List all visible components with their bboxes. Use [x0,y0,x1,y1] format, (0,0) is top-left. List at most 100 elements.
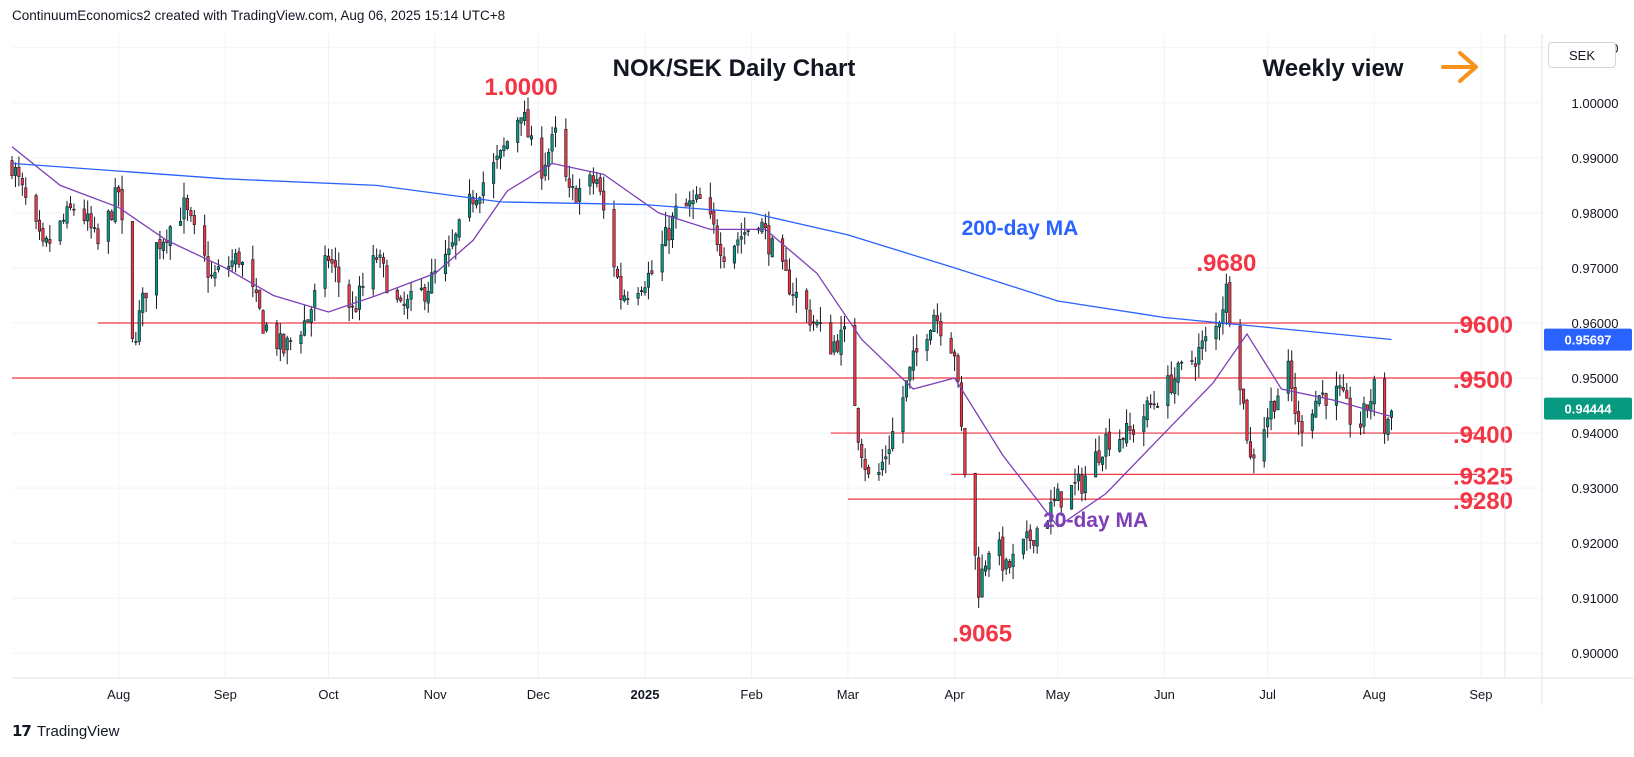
candle-down [1131,429,1136,435]
candle-up [691,200,695,205]
candle-up [113,187,117,222]
candle-up [743,232,747,235]
candle-up [495,155,499,160]
candle-up [1025,531,1029,539]
time-tick-label: Aug [107,687,130,702]
candle-down [812,321,816,324]
tradingview-logo[interactable]: 17 TradingView [12,722,119,740]
candle-up [1266,417,1270,428]
candle-down [1228,282,1232,325]
candle-down [1073,481,1077,484]
candle-up [409,290,413,300]
candle-down [1290,360,1294,389]
candle-down [1149,402,1153,405]
candle-down [1107,431,1111,450]
candle-down [1293,387,1297,414]
candle-down [1383,378,1387,434]
price-tick-label: 0.99000 [1572,151,1619,166]
candle-down [130,221,134,339]
candle-down [708,197,712,215]
candle-down [591,175,595,184]
candle-down [347,284,351,308]
candle-up [1125,422,1129,444]
candle-up [1011,553,1015,567]
candle-up [904,380,908,398]
time-tick-label: Mar [837,687,860,702]
annotation-label: 20-day MA [1043,509,1148,532]
price-axis: 1.010001.000000.990000.980000.970000.960… [1544,41,1632,661]
moving-averages [11,146,1392,528]
candle-up [987,552,991,570]
candle-down [330,258,334,264]
candle-up [884,456,888,460]
candle-up [1070,485,1074,510]
candle-up [13,167,17,176]
candle-down [863,459,867,470]
candle-up [880,461,884,471]
candle-up [664,226,668,247]
price-tick-label: 1.00000 [1572,96,1619,111]
candle-down [192,215,196,225]
candle-down [791,294,795,296]
candle-down [354,308,358,312]
candle-down [375,257,379,260]
candle-up [502,145,506,152]
candle-down [612,209,616,268]
annotation-label: 200-day MA [962,217,1079,240]
candle-down [48,239,52,244]
candle-down [1252,454,1256,459]
candle-up [516,119,520,143]
candle-down [381,257,386,264]
candle-up [141,292,145,313]
price-tick-label: 0.97000 [1572,261,1619,276]
candle-down [289,340,293,342]
candle-up [1035,528,1039,547]
candle-up [234,253,238,265]
candle-up [688,200,692,207]
candle-up [1200,340,1204,349]
candle-down [715,225,719,246]
candle-up [1286,360,1290,394]
candle-up [265,324,269,331]
ma200-price-tag-label: 0.95697 [1565,333,1612,348]
candle-down [526,109,530,138]
candle-up [134,341,138,343]
candle-down [1245,399,1249,441]
candle-down [82,208,86,222]
candle-up [595,179,599,184]
candle-down [72,208,76,211]
candle-down [110,211,114,220]
candle-up [430,272,434,294]
candle-up [182,197,186,220]
candle-down [1272,400,1277,412]
level-label: .9400 [1453,422,1513,449]
time-tick-label: 2025 [631,687,660,702]
candle-up [1334,385,1338,406]
candle-down [185,198,189,211]
chart-title: NOK/SEK Daily Chart [613,55,856,82]
candle-down [34,195,38,222]
candle-up [1045,521,1050,529]
currency-selector[interactable]: SEK [1548,42,1616,68]
candle-up [695,194,699,200]
candle-down [254,289,258,294]
candle-up [371,255,375,290]
candle-up [1145,400,1149,421]
candle-down [1080,474,1084,494]
candle-down [1238,325,1242,391]
candle-up [1321,392,1325,395]
candle-up [1021,538,1025,555]
candle-down [973,472,977,556]
candle-down [1001,536,1005,571]
candle-up [1369,401,1373,412]
candle-down [1248,441,1252,458]
time-tick-label: Sep [1469,687,1492,702]
candle-down [395,289,399,300]
candle-up [1221,309,1225,325]
candle-down [203,225,207,256]
candle-down [860,443,864,458]
candle-up [86,213,90,222]
price-tick-label: 0.90000 [1572,646,1619,661]
candle-up [832,341,836,353]
